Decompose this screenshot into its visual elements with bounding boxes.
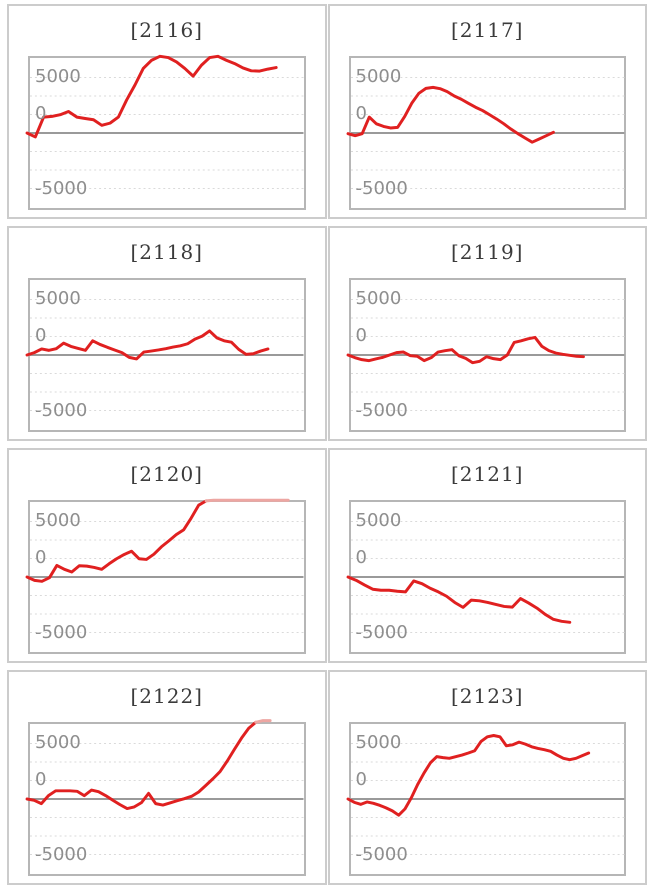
series-line bbox=[25, 720, 258, 811]
chart-panel-2116: [2116] 5000 0 -5000 bbox=[7, 4, 327, 219]
line-chart-svg bbox=[346, 734, 624, 856]
plot-area: 5000 0 -5000 bbox=[346, 722, 626, 876]
line-chart-svg bbox=[346, 520, 624, 634]
line-chart-svg bbox=[25, 498, 304, 634]
plot-area: 5000 0 -5000 bbox=[25, 54, 306, 210]
plot-area: 5000 0 -5000 bbox=[25, 498, 306, 654]
chart-title: [2117] bbox=[450, 18, 524, 42]
plot-area: 5000 0 -5000 bbox=[346, 56, 626, 210]
chart-title: [2120] bbox=[130, 462, 203, 486]
plot-area: 5000 0 -5000 bbox=[346, 500, 626, 654]
series-line bbox=[346, 575, 571, 624]
series-line-overflow bbox=[254, 719, 272, 724]
series-line bbox=[25, 329, 270, 361]
chart-title: [2118] bbox=[130, 240, 203, 264]
line-chart-svg bbox=[25, 719, 304, 856]
chart-title: [2122] bbox=[130, 684, 203, 708]
chart-panel-2119: [2119] 5000 0 -5000 bbox=[327, 226, 647, 441]
series-line bbox=[346, 734, 590, 817]
chart-title: [2123] bbox=[450, 684, 524, 708]
plot-area: 5000 0 -5000 bbox=[25, 719, 306, 876]
chart-title: [2121] bbox=[450, 462, 524, 486]
chart-panel-2117: [2117] 5000 0 -5000 bbox=[327, 4, 647, 219]
series-line bbox=[346, 335, 585, 365]
chart-panel-2122: [2122] 5000 0 -5000 bbox=[7, 670, 327, 885]
plot-area: 5000 0 -5000 bbox=[25, 278, 306, 432]
chart-panel-2120: [2120] 5000 0 -5000 bbox=[7, 448, 327, 663]
line-chart-svg bbox=[25, 54, 304, 190]
series-line bbox=[25, 499, 208, 583]
line-chart-svg bbox=[346, 298, 624, 412]
chart-panel-2118: [2118] 5000 0 -5000 bbox=[7, 226, 327, 441]
chart-title: [2119] bbox=[450, 240, 524, 264]
line-chart-svg bbox=[25, 298, 304, 412]
line-chart-svg bbox=[346, 76, 624, 190]
series-line-overflow bbox=[204, 498, 290, 503]
series-line bbox=[25, 54, 278, 139]
chart-title: [2116] bbox=[130, 18, 203, 42]
series-line bbox=[346, 85, 555, 144]
chart-panel-2121: [2121] 5000 0 -5000 bbox=[327, 448, 647, 663]
plot-area: 5000 0 -5000 bbox=[346, 278, 626, 432]
chart-panel-2123: [2123] 5000 0 -5000 bbox=[327, 670, 647, 885]
